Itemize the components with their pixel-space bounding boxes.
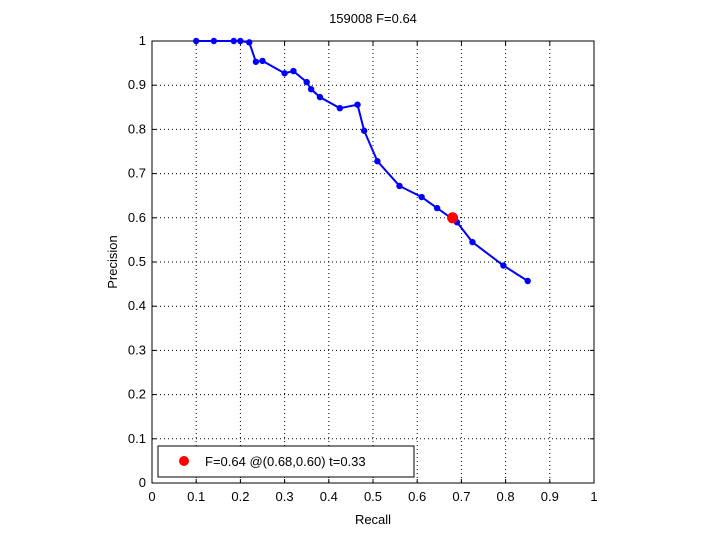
- x-axis-label: Recall: [355, 512, 391, 527]
- data-point: [354, 101, 361, 108]
- data-point: [281, 70, 288, 77]
- x-tick-label: 0.9: [541, 489, 559, 504]
- data-point: [374, 158, 381, 165]
- x-tick-label: 0.5: [364, 489, 382, 504]
- data-point: [418, 193, 425, 201]
- x-tick-label: 0.7: [452, 489, 470, 504]
- data-point: [259, 57, 266, 65]
- data-point: [230, 37, 237, 45]
- data-point: [524, 277, 531, 285]
- y-tick-label: 0.9: [128, 77, 146, 92]
- series-layer: [193, 37, 531, 285]
- y-tick-label: 0.5: [128, 254, 146, 269]
- data-point: [246, 39, 253, 46]
- best-f-point: [447, 212, 459, 224]
- data-point: [433, 204, 441, 212]
- x-tick-label: 1: [590, 489, 597, 504]
- data-point: [316, 93, 324, 101]
- y-tick-label: 0.8: [128, 121, 146, 136]
- y-tick-label: 0.7: [128, 166, 146, 181]
- legend-box: [157, 445, 415, 478]
- axis-ticks: 0 0.1 0.2 0.3 0.4 0.5 0.6 0.7 0.8 0.9 1 0 0.1 0.2 0.3 0…: [128, 33, 598, 504]
- grid: [152, 41, 594, 483]
- data-point: [252, 58, 260, 65]
- y-tick-label: 0.2: [128, 387, 146, 402]
- data-point: [396, 182, 403, 190]
- data-point: [500, 262, 507, 269]
- x-tick-label: 0.6: [408, 489, 426, 504]
- legend-marker: [179, 456, 189, 466]
- best-point-layer: [447, 212, 459, 224]
- data-point: [237, 37, 244, 45]
- y-tick-label: 1: [139, 33, 146, 48]
- data-point: [210, 37, 218, 45]
- x-tick-label: 0.8: [497, 489, 515, 504]
- x-tick-label: 0.2: [231, 489, 249, 504]
- data-point: [290, 67, 297, 75]
- data-point: [469, 238, 476, 246]
- x-tick-label: 0.3: [276, 489, 294, 504]
- y-axis-label: Precision: [105, 235, 120, 288]
- chart-title: 159008 F=0.64: [329, 11, 417, 26]
- series-line: [196, 40, 529, 282]
- data-point: [303, 78, 310, 86]
- data-point: [307, 85, 315, 93]
- legend: F=0.64 @(0.68,0.60) t=0.33: [157, 445, 415, 478]
- y-tick-label: 0.4: [128, 298, 146, 313]
- legend-label: F=0.64 @(0.68,0.60) t=0.33: [205, 454, 366, 469]
- data-point: [360, 127, 368, 134]
- data-point: [336, 104, 344, 112]
- y-tick-label: 0.1: [128, 431, 146, 446]
- y-tick-label: 0.3: [128, 342, 146, 357]
- data-point: [193, 37, 200, 45]
- x-tick-label: 0.1: [187, 489, 205, 504]
- x-tick-label: 0.4: [320, 489, 338, 504]
- y-tick-label: 0.6: [128, 210, 146, 225]
- x-tick-label: 0: [148, 489, 155, 504]
- y-tick-label: 0: [139, 475, 146, 490]
